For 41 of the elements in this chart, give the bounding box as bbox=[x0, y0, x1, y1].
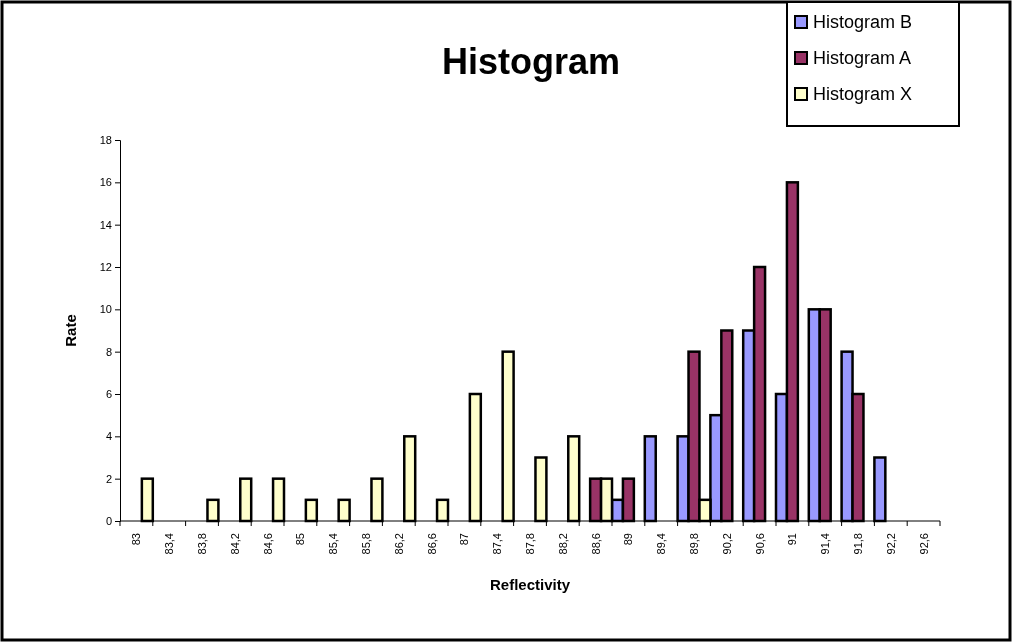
x-tick-label: 90,6 bbox=[753, 533, 766, 555]
x-tick-label: 84,6 bbox=[261, 533, 274, 555]
legend-label: Histogram A bbox=[813, 48, 912, 68]
x-tick-label: 85,8 bbox=[360, 533, 372, 555]
y-tick-label: 10 bbox=[99, 303, 112, 316]
y-tick-label: 0 bbox=[105, 515, 112, 528]
x-tick-label: 89 bbox=[622, 533, 635, 546]
y-axis-title: Rate bbox=[62, 314, 79, 347]
x-tick-label: 83,8 bbox=[196, 533, 208, 555]
x-tick-label: 90,2 bbox=[720, 533, 733, 555]
legend-label: Histogram X bbox=[813, 84, 913, 104]
x-tick-label: 86,2 bbox=[392, 533, 405, 555]
x-tick-label: 91 bbox=[786, 533, 799, 546]
y-tick-label: 2 bbox=[105, 472, 112, 485]
x-tick-label: 91,4 bbox=[819, 533, 832, 555]
y-tick-label: 6 bbox=[105, 388, 112, 401]
x-tick-label: 87,4 bbox=[491, 533, 504, 555]
y-tick-label: 16 bbox=[99, 176, 112, 189]
x-tick-label: 83,4 bbox=[163, 533, 176, 555]
x-tick-label: 84,2 bbox=[228, 533, 241, 555]
y-tick-label: 12 bbox=[99, 261, 112, 274]
y-tick-label: 14 bbox=[99, 218, 112, 231]
x-tick-label: 88,6 bbox=[589, 533, 602, 555]
legend-label: Histogram B bbox=[813, 12, 913, 32]
x-tick-label: 86,6 bbox=[425, 533, 438, 555]
x-tick-label: 92,2 bbox=[884, 533, 897, 555]
chart-title: Histogram bbox=[441, 41, 621, 82]
x-tick-label: 91,8 bbox=[852, 533, 864, 555]
x-tick-label: 85,4 bbox=[327, 533, 340, 555]
x-tick-label: 88,2 bbox=[556, 533, 569, 555]
x-tick-label: 83 bbox=[130, 533, 143, 546]
y-tick-label: 8 bbox=[105, 345, 112, 358]
x-tick-label: 89,4 bbox=[655, 533, 668, 555]
x-axis-title: Reflectivity bbox=[489, 576, 571, 593]
x-tick-label: 89,8 bbox=[688, 533, 700, 555]
x-tick-label: 92,6 bbox=[917, 533, 930, 555]
x-tick-label: 85 bbox=[294, 533, 307, 546]
x-tick-label: 87,8 bbox=[524, 533, 536, 555]
x-tick-label: 87 bbox=[458, 533, 471, 546]
y-tick-label: 18 bbox=[99, 134, 112, 147]
y-tick-label: 4 bbox=[105, 430, 112, 443]
